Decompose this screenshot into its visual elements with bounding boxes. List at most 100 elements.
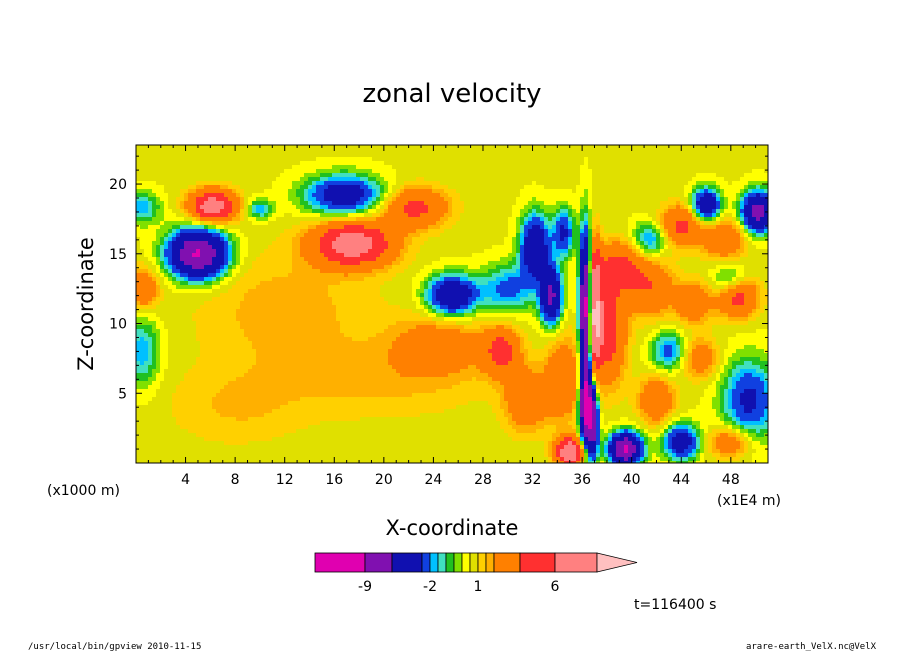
contour-cell: [204, 205, 209, 210]
contour-cell: [396, 217, 401, 222]
contour-cell: [652, 233, 657, 238]
contour-cell: [320, 177, 325, 182]
contour-cell: [760, 145, 765, 150]
contour-cell: [628, 213, 633, 218]
contour-cell: [684, 161, 689, 166]
contour-cell: [588, 221, 593, 226]
contour-cell: [308, 241, 313, 246]
contour-cell: [616, 173, 621, 178]
contour-cell: [252, 153, 257, 158]
contour-cell: [316, 193, 321, 198]
contour-cell: [224, 165, 229, 170]
contour-cell: [552, 225, 557, 230]
contour-cell: [660, 253, 665, 258]
contour-cell: [460, 245, 465, 250]
contour-cell: [184, 153, 189, 158]
contour-cell: [460, 165, 465, 170]
contour-cell: [212, 153, 217, 158]
contour-cell: [184, 149, 189, 154]
contour-cell: [672, 185, 677, 190]
contour-cell: [312, 221, 317, 226]
contour-cell: [504, 241, 509, 246]
contour-cell: [680, 169, 685, 174]
contour-cell: [348, 225, 353, 230]
contour-cell: [352, 193, 357, 198]
contour-cell: [620, 237, 625, 242]
contour-cell: [652, 221, 657, 226]
contour-cell: [268, 257, 273, 262]
contour-cell: [360, 245, 365, 250]
contour-cell: [688, 253, 693, 258]
contour-cell: [744, 217, 749, 222]
contour-cell: [676, 185, 681, 190]
contour-cell: [428, 165, 433, 170]
contour-cell: [364, 261, 369, 266]
contour-cell: [656, 213, 661, 218]
contour-cell: [536, 165, 541, 170]
contour-cell: [612, 149, 617, 154]
contour-cell: [232, 221, 237, 226]
contour-cell: [304, 265, 309, 270]
contour-cell: [312, 269, 317, 274]
contour-cell: [504, 165, 509, 170]
contour-cell: [472, 269, 477, 274]
contour-cell: [300, 213, 305, 218]
contour-cell: [152, 241, 157, 246]
contour-cell: [300, 165, 305, 170]
contour-cell: [716, 217, 721, 222]
contour-cell: [140, 201, 145, 206]
contour-cell: [748, 165, 753, 170]
contour-cell: [616, 225, 621, 230]
contour-cell: [528, 197, 533, 202]
contour-cell: [368, 189, 373, 194]
contour-cell: [448, 165, 453, 170]
contour-cell: [328, 225, 333, 230]
contour-cell: [232, 161, 237, 166]
contour-cell: [140, 177, 145, 182]
contour-cell: [660, 157, 665, 162]
contour-cell: [228, 241, 233, 246]
contour-cell: [496, 241, 501, 246]
contour-cell: [744, 193, 749, 198]
contour-cell: [380, 249, 385, 254]
contour-cell: [540, 217, 545, 222]
contour-cell: [368, 153, 373, 158]
contour-cell: [188, 185, 193, 190]
contour-cell: [432, 237, 437, 242]
contour-cell: [428, 233, 433, 238]
contour-cell: [312, 257, 317, 262]
contour-cell: [388, 249, 393, 254]
contour-cell: [540, 201, 545, 206]
contour-cell: [624, 189, 629, 194]
contour-cell: [520, 217, 525, 222]
contour-cell: [752, 145, 757, 150]
contour-cell: [528, 145, 533, 150]
contour-cell: [688, 181, 693, 186]
contour-cell: [208, 165, 213, 170]
contour-cell: [348, 261, 353, 266]
contour-cell: [700, 261, 705, 266]
contour-cell: [180, 189, 185, 194]
contour-cell: [212, 201, 217, 206]
contour-cell: [212, 149, 217, 154]
contour-cell: [552, 173, 557, 178]
contour-cell: [228, 225, 233, 230]
contour-cell: [384, 157, 389, 162]
contour-cell: [280, 197, 285, 202]
contour-cell: [420, 261, 425, 266]
contour-cell: [560, 161, 565, 166]
contour-cell: [740, 185, 745, 190]
contour-cell: [424, 145, 429, 150]
contour-cell: [532, 213, 537, 218]
contour-cell: [664, 261, 669, 266]
contour-cell: [416, 253, 421, 258]
contour-cell: [624, 209, 629, 214]
contour-cell: [168, 237, 173, 242]
contour-cell: [752, 253, 757, 258]
contour-cell: [556, 257, 561, 262]
contour-cell: [668, 233, 673, 238]
contour-cell: [152, 213, 157, 218]
contour-cell: [376, 149, 381, 154]
contour-cell: [292, 181, 297, 186]
contour-cell: [500, 225, 505, 230]
